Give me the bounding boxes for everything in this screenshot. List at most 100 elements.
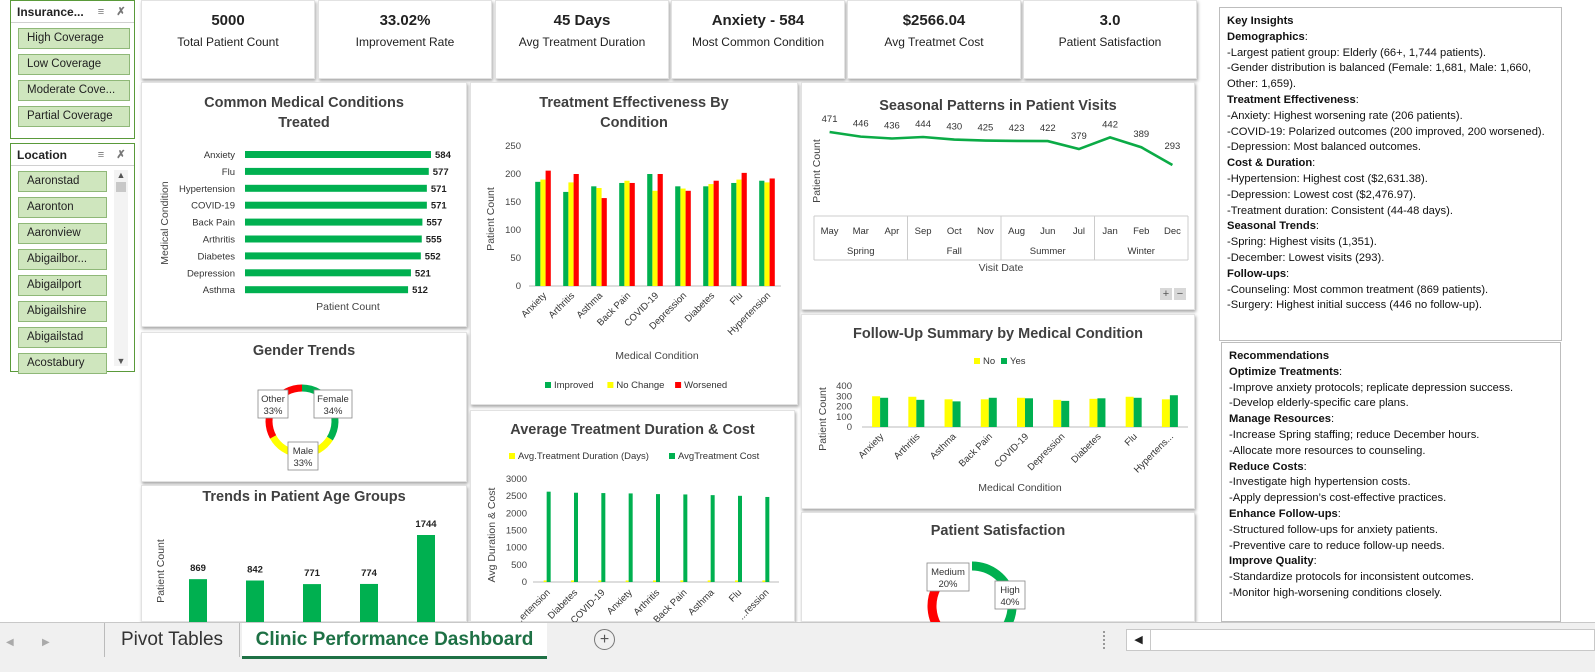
legend-label: Worsened bbox=[684, 380, 727, 391]
slicer-item-insurance[interactable]: Low Coverage bbox=[18, 54, 130, 75]
data-label: 512 bbox=[412, 285, 428, 296]
bar bbox=[652, 190, 658, 286]
insight-line: -Depression: Lowest cost ($2,476.97). bbox=[1227, 188, 1417, 201]
collapse-field-button[interactable]: − bbox=[1174, 288, 1186, 300]
chart-follow-up[interactable]: Follow-Up Summary by Medical Condition 0… bbox=[801, 314, 1195, 509]
category-label: Diabetes bbox=[683, 290, 717, 324]
tab-split-handle[interactable] bbox=[1103, 631, 1107, 649]
clear-filter-icon[interactable]: ✗ bbox=[116, 5, 126, 18]
group-label: Winter bbox=[1128, 246, 1155, 257]
bar bbox=[619, 182, 625, 286]
bar bbox=[245, 201, 427, 209]
insight-heading-text: Demographics bbox=[1227, 30, 1305, 43]
x-axis-label: Patient Count bbox=[316, 301, 380, 313]
chart-duration-cost[interactable]: Average Treatment Duration & Cost 0 500 10… bbox=[470, 410, 795, 623]
slicer-item-location[interactable]: Aaronview bbox=[18, 223, 107, 244]
slicer-item-location[interactable]: Aaronstad bbox=[18, 171, 107, 192]
slicer-item-location[interactable]: Abigailstad bbox=[18, 327, 107, 348]
bar bbox=[591, 186, 597, 286]
bar bbox=[360, 583, 378, 623]
scroll-up-icon[interactable]: ▲ bbox=[116, 170, 126, 180]
chart-gender-trends[interactable]: Gender Trends Female 34% Male 33% Other 33% bbox=[141, 332, 467, 482]
data-label: 446 bbox=[853, 119, 869, 130]
kpi-label: Avg Treatment Duration bbox=[518, 35, 646, 49]
chart-seasonal-patterns[interactable]: Seasonal Patterns in Patient Visits 471 4… bbox=[801, 82, 1195, 310]
chart-gender-svg: Female 34% Male 33% Other 33% bbox=[257, 384, 353, 471]
bar bbox=[1161, 399, 1170, 427]
category-label: COVID-19 bbox=[191, 201, 235, 212]
clear-filter-icon[interactable]: ✗ bbox=[116, 148, 126, 161]
tab-clinic-performance-dashboard[interactable]: Clinic Performance Dashboard bbox=[242, 623, 547, 659]
scroll-thumb[interactable] bbox=[116, 182, 126, 192]
slicer-item-insurance[interactable]: Partial Coverage bbox=[18, 106, 130, 127]
chart-title: Treatment Effectiveness By Condition bbox=[471, 93, 797, 133]
chart-treatment-effectiveness[interactable]: Treatment Effectiveness By Condition 0 50… bbox=[470, 82, 798, 405]
slice-label-box bbox=[994, 580, 1026, 610]
y-tick-label: 250 bbox=[505, 141, 521, 152]
slicer-item-location[interactable]: Acostabury bbox=[18, 353, 107, 374]
kpi-value: 5000 bbox=[211, 12, 245, 29]
slicer-item-location[interactable]: Abigailport bbox=[18, 275, 107, 296]
group-label: Fall bbox=[947, 246, 962, 257]
bar bbox=[601, 198, 607, 286]
bar bbox=[769, 178, 775, 286]
chart-title-line: Treated bbox=[278, 115, 330, 131]
insurance-slicer-header: Insurance... ≡ ✗ bbox=[11, 1, 134, 23]
legend-swatch bbox=[675, 382, 682, 388]
insight-line: -Monitor high-worsening conditions close… bbox=[1229, 586, 1443, 599]
data-label: 869 bbox=[190, 563, 206, 574]
legend-label: No bbox=[983, 356, 995, 367]
bar bbox=[245, 286, 409, 294]
kpi-card: 5000 Total Patient Count bbox=[141, 0, 315, 79]
slicer-item-insurance[interactable]: Moderate Cove... bbox=[18, 80, 130, 101]
legend-swatch bbox=[545, 382, 551, 388]
legend-swatch bbox=[974, 358, 980, 364]
bar bbox=[653, 580, 656, 582]
legend-swatch bbox=[1001, 358, 1007, 364]
multi-select-icon[interactable]: ≡ bbox=[97, 5, 105, 18]
bar bbox=[574, 492, 578, 582]
chart-patient-satisfaction[interactable]: Patient Satisfaction Medium 20% High 40% bbox=[801, 512, 1195, 623]
y-tick-label: 2000 bbox=[506, 508, 527, 519]
insight-line: -Allocate more resources to counseling. bbox=[1229, 444, 1426, 457]
data-label: 379 bbox=[1071, 131, 1087, 142]
y-tick-label: 200 bbox=[836, 402, 852, 413]
tab-scroll-right-icon[interactable]: ▶ bbox=[42, 637, 50, 648]
bar bbox=[980, 399, 989, 427]
insight-heading-text: Optimize Treatments bbox=[1229, 365, 1340, 378]
bar bbox=[624, 180, 630, 286]
scroll-left-icon[interactable]: ◀ bbox=[1127, 630, 1151, 650]
category-label: Sep bbox=[915, 226, 932, 237]
insight-heading-text: Key Insights bbox=[1227, 15, 1294, 27]
add-sheet-button[interactable]: + bbox=[594, 629, 615, 650]
chart-age-groups[interactable]: Trends in Patient Age Groups 869 842 771 77… bbox=[141, 485, 467, 623]
category-label: Asthma bbox=[203, 285, 236, 296]
data-label: 771 bbox=[304, 568, 321, 579]
insight-heading: Demographics: bbox=[1227, 30, 1308, 43]
multi-select-icon[interactable]: ≡ bbox=[97, 148, 105, 161]
data-label: 430 bbox=[946, 122, 962, 133]
insight-line: -COVID-19: Polarized outcomes (200 impro… bbox=[1227, 125, 1545, 138]
bar bbox=[629, 182, 635, 286]
bar bbox=[952, 401, 961, 427]
tab-scroll-left-icon[interactable]: ◀ bbox=[6, 637, 14, 648]
slicer-item-location[interactable]: Abigailshire bbox=[18, 301, 107, 322]
slicer-item-location[interactable]: Abigailbor... bbox=[18, 249, 107, 270]
bar bbox=[762, 580, 766, 582]
y-tick-label: 400 bbox=[836, 381, 852, 392]
insight-heading-text: Manage Resources bbox=[1229, 413, 1331, 426]
slicer-item-insurance[interactable]: High Coverage bbox=[18, 28, 130, 49]
horizontal-scrollbar[interactable]: ◀ bbox=[1126, 629, 1595, 651]
category-label: ...ertension bbox=[512, 587, 553, 623]
slicer-item-location[interactable]: Aaronton bbox=[18, 197, 107, 218]
bar bbox=[546, 491, 551, 582]
category-label: ...ression bbox=[736, 587, 771, 622]
slicer-scrollbar[interactable]: ▲ ▼ bbox=[114, 170, 128, 366]
expand-field-button[interactable]: + bbox=[1160, 288, 1172, 300]
tab-pivot-tables[interactable]: Pivot Tables bbox=[104, 623, 240, 657]
scroll-down-icon[interactable]: ▼ bbox=[116, 356, 126, 366]
category-label: Flu bbox=[1123, 431, 1140, 448]
kpi-card: $2566.04 Avg Treatmet Cost bbox=[847, 0, 1021, 79]
category-label: Anxiety bbox=[605, 587, 635, 617]
chart-common-conditions[interactable]: Common Medical Conditions Treated Anxiet… bbox=[141, 82, 467, 327]
